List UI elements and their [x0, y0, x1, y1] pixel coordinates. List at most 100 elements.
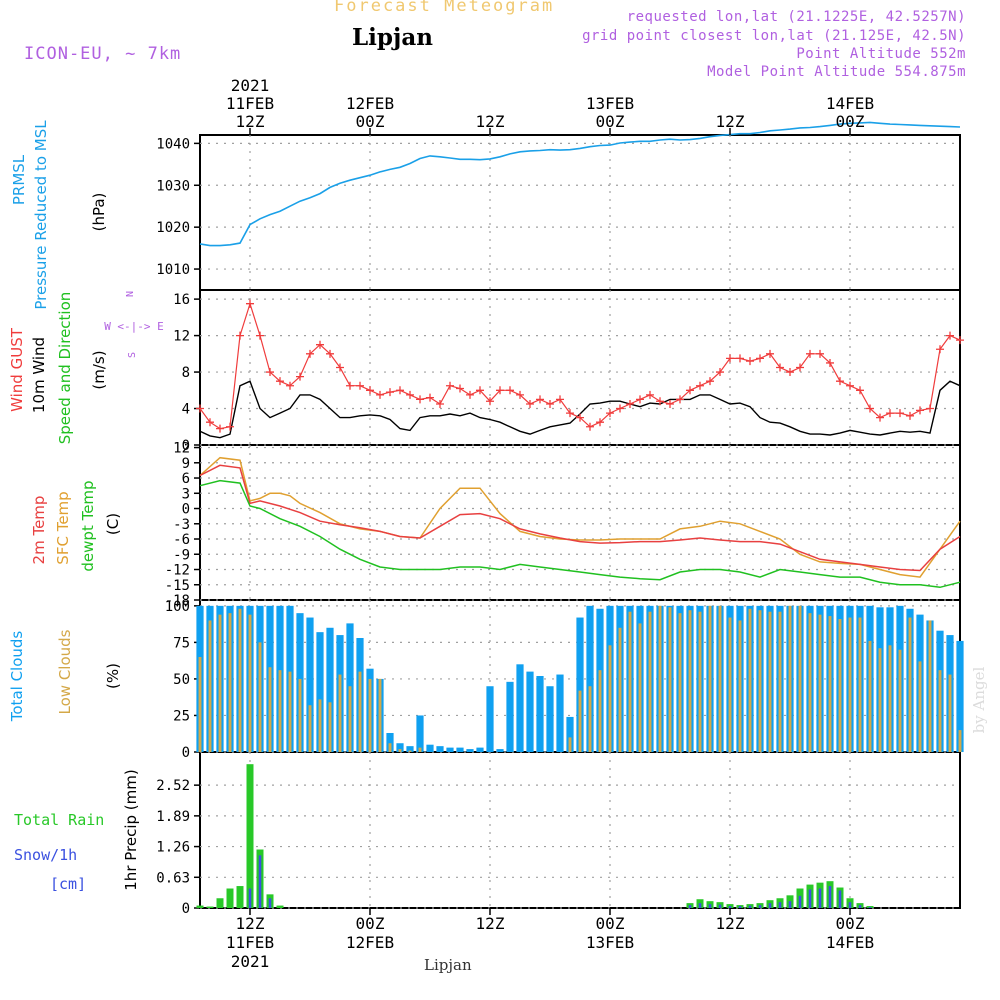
- total-cloud-bar: [556, 674, 564, 752]
- sfc-temp-line: [199, 456, 961, 578]
- low-cloud-bar: [708, 605, 712, 752]
- low-cloud-bar: [568, 737, 572, 752]
- bottom-date-label: 13FEB: [586, 933, 634, 952]
- gust-marker: [716, 368, 724, 377]
- top-hour-label: 00Z: [596, 112, 625, 131]
- snow-bar: [748, 905, 752, 908]
- snow-label: Snow/1h: [14, 846, 77, 864]
- gust-marker: [446, 381, 454, 390]
- point-altitude: Point Altitude 552m: [796, 46, 966, 62]
- total-cloud-bar: [316, 632, 324, 752]
- bottom-year-label: 2021: [231, 952, 270, 971]
- bottom-hour-label: 12Z: [476, 914, 505, 933]
- low-cloud-label: Low Clouds: [56, 629, 74, 714]
- bottom-hour-label: 00Z: [836, 914, 865, 933]
- bottom-hour-label: 12Z: [236, 914, 265, 933]
- gust-marker: [326, 349, 334, 358]
- rain-label: Total Rain: [14, 811, 104, 829]
- low-cloud-bar: [598, 670, 602, 752]
- temp-y-tick-label: -15: [165, 578, 190, 594]
- wind-y-tick-label: 0: [182, 438, 190, 454]
- low-cloud-bar: [758, 610, 762, 752]
- low-cloud-bar: [648, 611, 652, 752]
- gust-marker: [896, 409, 904, 418]
- low-cloud-bar: [198, 657, 202, 752]
- total-cloud-bar: [426, 744, 434, 752]
- low-cloud-bar: [688, 610, 692, 752]
- total-cloud-bar: [446, 747, 454, 752]
- temp-y-tick-label: 0: [182, 502, 190, 518]
- gust-marker: [236, 331, 244, 340]
- low-cloud-bar: [388, 743, 392, 752]
- credit-watermark: by Angel: [970, 666, 988, 733]
- location-title: Lipjan: [352, 24, 433, 51]
- total-cloud-bar: [566, 716, 574, 752]
- snow-bar: [788, 901, 792, 908]
- gust-marker: [626, 399, 634, 408]
- top-hour-label: 00Z: [836, 112, 865, 131]
- gust-marker: [636, 395, 644, 404]
- gust-marker: [736, 354, 744, 363]
- gust-marker: [926, 404, 934, 413]
- top-date-label: 11FEB: [226, 94, 274, 113]
- pressure-line: [199, 121, 961, 247]
- model-altitude: Model Point Altitude 554.875m: [707, 64, 966, 80]
- snow-bar: [838, 890, 842, 908]
- gust-marker: [756, 354, 764, 363]
- total-cloud-bar: [486, 686, 494, 752]
- gust-marker: [646, 390, 654, 399]
- low-cloud-bar: [308, 705, 312, 752]
- gust-marker: [366, 386, 374, 395]
- gust-marker: [826, 358, 834, 367]
- gust-marker: [466, 390, 474, 399]
- low-cloud-bar: [268, 667, 272, 752]
- total-cloud-bar: [496, 749, 504, 752]
- gust-marker: [496, 386, 504, 395]
- low-cloud-bar: [808, 613, 812, 752]
- temp-unit: (C): [104, 513, 122, 535]
- gust-marker: [616, 404, 624, 413]
- low-cloud-bar: [638, 623, 642, 752]
- gust-marker: [696, 381, 704, 390]
- total-cloud-label: Total Clouds: [8, 631, 26, 723]
- gust-marker: [846, 381, 854, 390]
- product-title: Forecast Meteogram: [334, 0, 555, 16]
- bottom-date-label: 11FEB: [226, 933, 274, 952]
- low-cloud-bar: [248, 614, 252, 752]
- pressure-unit: (hPa): [90, 193, 108, 232]
- low-cloud-bar: [828, 616, 832, 752]
- gust-marker: [536, 395, 544, 404]
- gust-marker: [546, 399, 554, 408]
- snow-bar: [758, 905, 762, 908]
- low-cloud-bar: [358, 671, 362, 752]
- snow-bar: [808, 889, 812, 908]
- gust-marker: [286, 381, 294, 390]
- snow-bar: [738, 906, 742, 908]
- gust-marker: [746, 357, 754, 366]
- gust-marker: [226, 422, 234, 431]
- top-date-label: 14FEB: [826, 94, 874, 113]
- gust-marker: [336, 363, 344, 372]
- low-cloud-bar: [418, 747, 422, 752]
- gust-marker: [866, 404, 874, 413]
- low-cloud-bar: [278, 670, 282, 752]
- gust-marker: [406, 390, 414, 399]
- top-hour-label: 12Z: [476, 112, 505, 131]
- snow-bar: [688, 905, 692, 908]
- gust-marker: [796, 363, 804, 372]
- low-cloud-bar: [928, 620, 932, 752]
- gust-marker: [436, 399, 444, 408]
- gust-marker: [586, 422, 594, 431]
- low-cloud-bar: [728, 617, 732, 752]
- rain-bar: [276, 905, 284, 908]
- temp-y-tick-label: -12: [165, 563, 190, 579]
- footer-location: Lipjan: [424, 956, 472, 974]
- gust-marker: [426, 393, 434, 402]
- gust-marker: [506, 386, 514, 395]
- low-cloud-bar: [698, 611, 702, 752]
- low-cloud-bar: [398, 749, 402, 752]
- low-cloud-bar: [878, 648, 882, 752]
- total-cloud-bar: [546, 686, 554, 752]
- snow-bar: [258, 855, 262, 908]
